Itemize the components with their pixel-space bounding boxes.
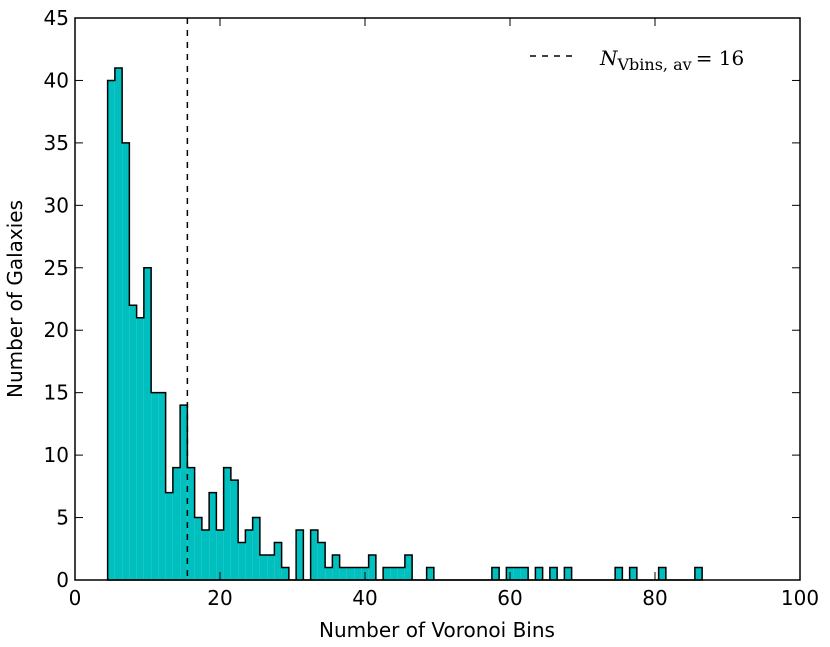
bar bbox=[325, 567, 333, 580]
bar bbox=[274, 542, 282, 580]
x-tick-label: 60 bbox=[497, 586, 522, 610]
bar bbox=[346, 567, 355, 580]
bar bbox=[245, 530, 253, 580]
x-tick-label: 40 bbox=[352, 586, 377, 610]
bar bbox=[513, 567, 521, 580]
bar bbox=[209, 492, 217, 580]
x-axis-label: Number of Voronoi Bins bbox=[319, 618, 555, 642]
bar bbox=[296, 530, 304, 580]
legend-label: NVbins, av = 16 bbox=[599, 46, 744, 74]
legend-rest: = 16 bbox=[696, 46, 745, 70]
x-tick-label: 100 bbox=[781, 586, 819, 610]
bar bbox=[390, 567, 398, 580]
bar bbox=[194, 517, 202, 580]
y-tick-label: 10 bbox=[44, 443, 69, 467]
bar bbox=[491, 567, 500, 580]
bar bbox=[564, 567, 572, 580]
y-tick-label: 0 bbox=[56, 568, 69, 592]
bar bbox=[426, 567, 434, 580]
y-tick-label: 30 bbox=[44, 193, 69, 217]
y-tick-label: 35 bbox=[44, 131, 69, 155]
bar bbox=[180, 405, 188, 580]
bar bbox=[122, 142, 130, 580]
bar bbox=[238, 542, 246, 580]
bar bbox=[310, 530, 318, 580]
bar bbox=[223, 467, 231, 580]
bar bbox=[187, 467, 195, 580]
bar bbox=[317, 542, 326, 580]
bar bbox=[535, 567, 543, 580]
bar bbox=[615, 567, 623, 580]
y-tick-label: 40 bbox=[44, 68, 69, 92]
bar bbox=[201, 530, 210, 580]
y-tick-label: 15 bbox=[44, 381, 69, 405]
bar bbox=[267, 555, 275, 580]
y-axis-label: Number of Galaxies bbox=[3, 200, 27, 398]
x-tick-label: 80 bbox=[642, 586, 667, 610]
bar bbox=[165, 492, 173, 580]
bar bbox=[136, 317, 144, 580]
bar bbox=[354, 567, 362, 580]
bar bbox=[230, 480, 239, 580]
bar bbox=[404, 555, 413, 580]
bar bbox=[281, 567, 289, 580]
legend-symbol-text: N bbox=[599, 46, 619, 70]
bar bbox=[549, 567, 558, 580]
bar bbox=[158, 392, 166, 580]
bar bbox=[129, 305, 137, 580]
bar bbox=[151, 392, 159, 580]
bar bbox=[520, 567, 529, 580]
bar bbox=[368, 555, 376, 580]
bar bbox=[107, 80, 115, 580]
legend: NVbins, av = 16 bbox=[530, 46, 744, 74]
y-tick-label: 45 bbox=[44, 6, 69, 30]
bar bbox=[172, 467, 181, 580]
bar bbox=[143, 267, 152, 580]
bar bbox=[694, 567, 703, 580]
y-tick-label: 25 bbox=[44, 256, 69, 280]
plot-frame bbox=[74, 17, 801, 581]
legend-subscript: Vbins, av bbox=[617, 55, 692, 74]
y-tick-label: 5 bbox=[56, 506, 69, 530]
bar bbox=[216, 530, 224, 580]
bar bbox=[629, 567, 637, 580]
bar bbox=[259, 555, 268, 580]
bar bbox=[397, 567, 405, 580]
bar bbox=[252, 517, 260, 580]
x-tick-label: 0 bbox=[69, 586, 82, 610]
bar bbox=[332, 555, 340, 580]
bar bbox=[339, 567, 347, 580]
bar bbox=[658, 567, 666, 580]
bar bbox=[114, 67, 123, 580]
x-tick-label: 20 bbox=[207, 586, 232, 610]
bar bbox=[383, 567, 391, 580]
histogram-outline bbox=[106, 67, 703, 581]
y-tick-label: 20 bbox=[44, 318, 69, 342]
